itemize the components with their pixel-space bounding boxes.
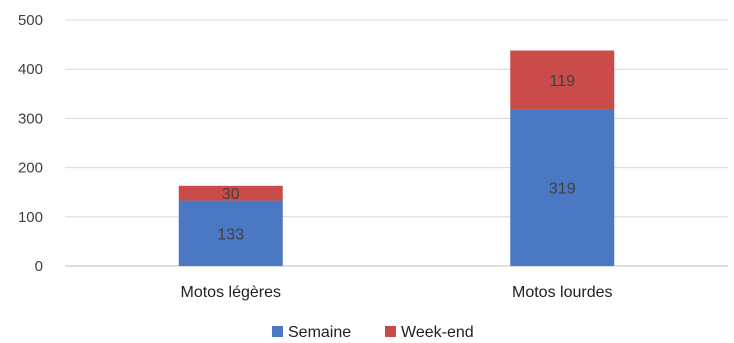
data-label: 319 (549, 181, 576, 198)
bar-week-end-1 (178, 185, 283, 201)
bars: 133 30 319 119 (178, 50, 615, 266)
data-label: 133 (217, 226, 244, 243)
x-category-label: Motos lourdes (512, 284, 613, 301)
y-tick-label: 100 (18, 209, 43, 226)
y-tick-label: 300 (18, 110, 43, 127)
y-tick-label: 500 (18, 12, 43, 29)
y-tick-label: 0 (35, 258, 43, 275)
legend: Semaine Week-end (272, 324, 474, 341)
y-axis: 0 100 200 300 400 500 (18, 12, 43, 275)
data-label: 30 (222, 186, 240, 203)
data-label: 119 (549, 73, 575, 90)
bar-week-end-2 (510, 50, 615, 110)
y-tick-label: 400 (18, 61, 43, 78)
legend-label-semaine: Semaine (288, 324, 351, 341)
legend-swatch-week-end (385, 326, 396, 337)
y-tick-label: 200 (18, 160, 43, 177)
bar-semaine-2 (510, 109, 615, 266)
gridlines (65, 19, 728, 267)
x-category-label: Motos légères (181, 284, 282, 301)
legend-swatch-semaine (272, 326, 283, 337)
legend-label-week-end: Week-end (401, 324, 474, 341)
bar-semaine-1 (178, 200, 283, 266)
x-axis: Motos légères Motos lourdes (181, 284, 613, 301)
